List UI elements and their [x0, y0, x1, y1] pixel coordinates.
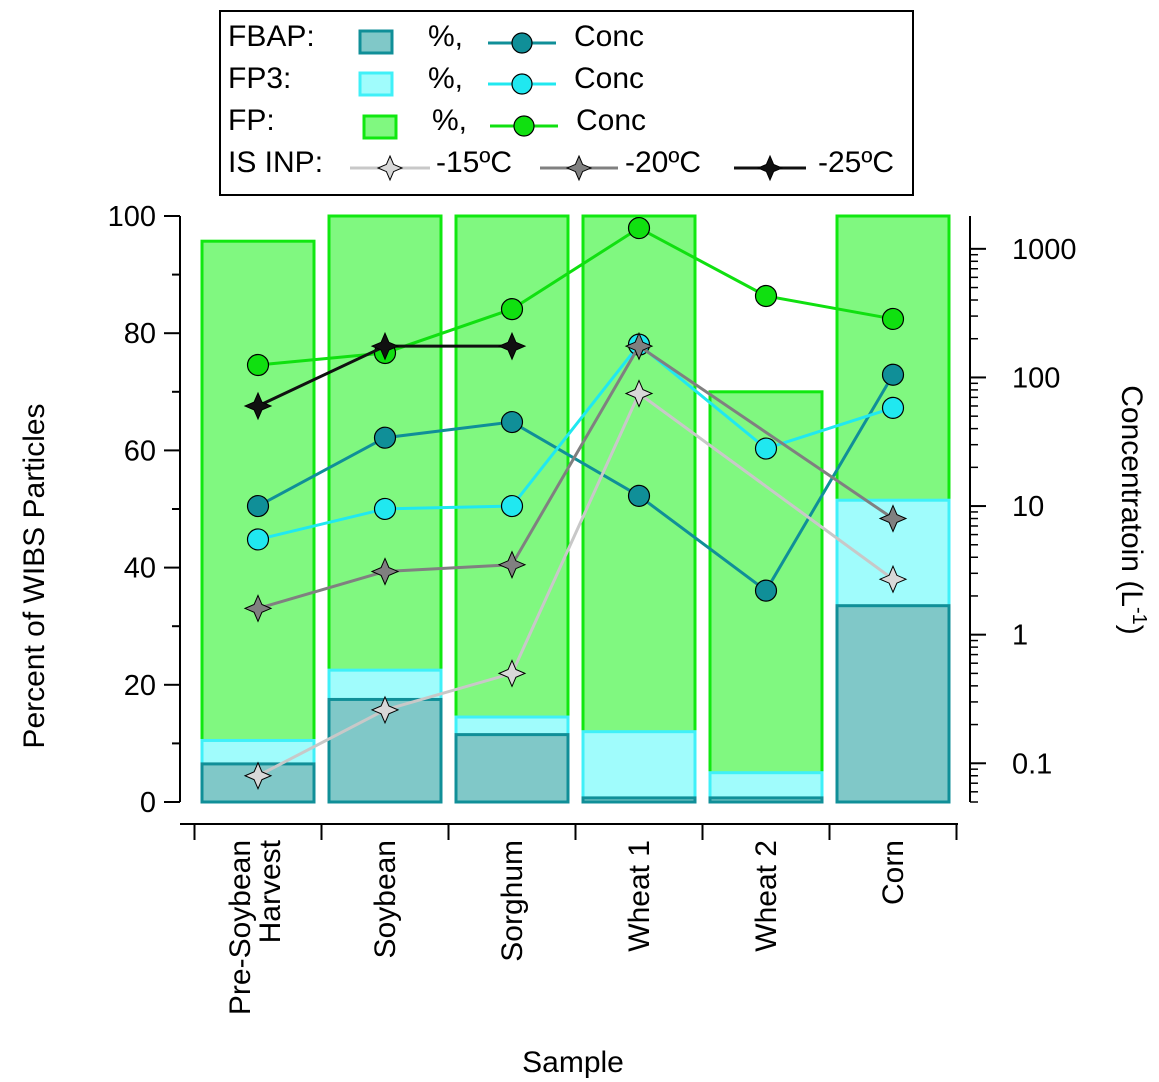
bar-fbap-wheat-1	[581, 796, 697, 804]
x-tick-label-corn: Corn	[877, 840, 910, 905]
lines-layer	[243, 216, 908, 791]
x-tick-label-sorghum: Sorghum	[496, 840, 529, 962]
legend-box	[219, 10, 914, 196]
x-tick-label-wheat-2: Wheat 2	[750, 840, 783, 952]
y-right-tick-label-100: 100	[1012, 362, 1060, 394]
x-tick-label-soybean: Soybean	[369, 840, 402, 958]
legend-marker-15c	[376, 154, 404, 182]
point-fp3-conc-pre-soybean-harvest	[246, 528, 270, 551]
x-tick-label-pre-soybean-harvest: Pre-SoybeanHarvest	[224, 839, 287, 1015]
point-fp-conc-sorghum	[500, 297, 524, 321]
legend-swatch-fp3	[358, 71, 394, 97]
point-15-c-corn	[878, 564, 908, 594]
point-20-c-corn	[878, 504, 908, 533]
y-right-tick-label-0-1: 0.1	[1012, 748, 1052, 780]
bar-fbap-corn	[835, 604, 951, 804]
y-left-tick-label-0: 0	[140, 787, 156, 819]
y-right-axis-title-sup: -1	[1128, 607, 1150, 625]
bar-fp-pre-soybean-harvest	[200, 239, 316, 804]
point-25-c-sorghum	[497, 331, 527, 361]
point-20-c-sorghum	[497, 550, 527, 579]
point-fbap-conc-corn	[881, 363, 905, 386]
legend-marker-fp3	[511, 73, 533, 95]
x-tick-label-line: Harvest	[254, 839, 287, 943]
axes-layer: 0 20 40 60 80 100 0.1 1 10 100 1000 Pre-SoybeanHarv…	[108, 201, 1077, 1015]
x-axis-title: Sample	[522, 1046, 624, 1079]
y-left-tick-label-20: 20	[124, 670, 156, 702]
bar-fp-wheat-1	[581, 214, 697, 804]
x-tick-label-line: Wheat 1	[623, 840, 656, 952]
y-right-axis-title-suffix: )	[1115, 625, 1148, 635]
y-left-tick-label-40: 40	[124, 553, 156, 585]
point-fbap-conc-wheat-2	[754, 579, 778, 602]
x-tick-label-line: Pre-Soybean	[224, 840, 257, 1015]
x-tick-label-line: Corn	[877, 840, 910, 905]
legend-swatch-fp	[362, 114, 398, 140]
legend-label-fbap: FBAP:	[228, 20, 315, 53]
legend-text-15c: -15ºC	[436, 146, 512, 179]
point-fbap-conc-sorghum	[500, 410, 524, 434]
point-fp3-conc-corn	[881, 396, 905, 419]
legend-conc-fbap: Conc	[574, 20, 644, 53]
legend-marker-25c	[756, 154, 784, 182]
y-left-tick-label-100: 100	[108, 201, 156, 233]
y-right-axis-title: Concentratoin (L-1)	[1115, 385, 1150, 635]
bar-fp3-wheat-1	[581, 730, 697, 804]
legend-label-fp3: FP3:	[228, 62, 291, 95]
point-fp3-conc-wheat-2	[754, 437, 778, 460]
legend-pct-fbap: %,	[428, 20, 463, 53]
point-fp3-conc-sorghum	[500, 494, 524, 518]
point-fp-conc-pre-soybean-harvest	[246, 353, 270, 377]
point-15-c-soybean	[370, 695, 400, 725]
point-fp-conc-corn	[881, 307, 905, 331]
point-25-c-soybean	[370, 331, 400, 361]
svg-text:Concentratoin (L-1): Concentratoin (L-1)	[1115, 385, 1150, 635]
legend: FBAP: %, Conc FP3: %, Conc FP: %, Conc I…	[219, 10, 914, 196]
point-fp-conc-wheat-2	[754, 284, 778, 308]
y-left-tick-label-80: 80	[124, 318, 156, 350]
point-20-c-wheat-1	[624, 331, 654, 361]
x-tick-label-line: Sorghum	[496, 840, 529, 962]
y-right-tick-label-1: 1	[1012, 620, 1028, 652]
point-fbap-conc-soybean	[373, 426, 397, 449]
point-20-c-pre-soybean-harvest	[243, 594, 273, 623]
x-tick-label-line: Wheat 2	[750, 840, 783, 952]
x-tick-label-wheat-1: Wheat 1	[623, 840, 656, 952]
y-left-tick-label-60: 60	[124, 435, 156, 467]
legend-text-20c: -20ºC	[625, 146, 701, 179]
x-tick-label-line: Soybean	[369, 840, 402, 958]
bars-layer	[200, 214, 951, 804]
legend-marker-fbap	[511, 32, 533, 54]
legend-pct-fp: %,	[432, 104, 467, 137]
point-15-c-pre-soybean-harvest	[243, 761, 273, 791]
line-fp3-conc	[257, 342, 894, 541]
legend-label-inp: IS INP:	[228, 146, 323, 179]
legend-swatch-fbap	[358, 29, 394, 55]
legend-conc-fp3: Conc	[574, 62, 644, 95]
legend-marker-fp	[513, 115, 535, 137]
point-15-c-wheat-1	[624, 379, 654, 408]
point-fbap-conc-pre-soybean-harvest	[246, 494, 270, 518]
point-fp-conc-wheat-1	[627, 216, 651, 240]
y-left-axis-title: Percent of WIBS Particles	[18, 403, 51, 748]
y-right-tick-label-1000: 1000	[1012, 234, 1077, 266]
point-fbap-conc-wheat-1	[627, 484, 651, 507]
point-25-c-pre-soybean-harvest	[243, 391, 273, 421]
point-20-c-soybean	[370, 557, 400, 586]
legend-text-25c: -25ºC	[818, 146, 894, 179]
legend-marker-20c	[565, 154, 593, 182]
point-fp3-conc-soybean	[373, 497, 397, 521]
bar-fbap-wheat-2	[708, 796, 824, 804]
point-15-c-sorghum	[497, 659, 527, 688]
legend-label-fp: FP:	[228, 104, 275, 137]
y-right-axis-title-main: Concentratoin (L	[1115, 385, 1148, 607]
line-fbap-conc	[257, 373, 895, 593]
legend-pct-fp3: %,	[428, 62, 463, 95]
y-right-tick-label-10: 10	[1012, 491, 1044, 523]
legend-conc-fp: Conc	[576, 104, 646, 137]
bar-fbap-sorghum	[454, 733, 570, 804]
